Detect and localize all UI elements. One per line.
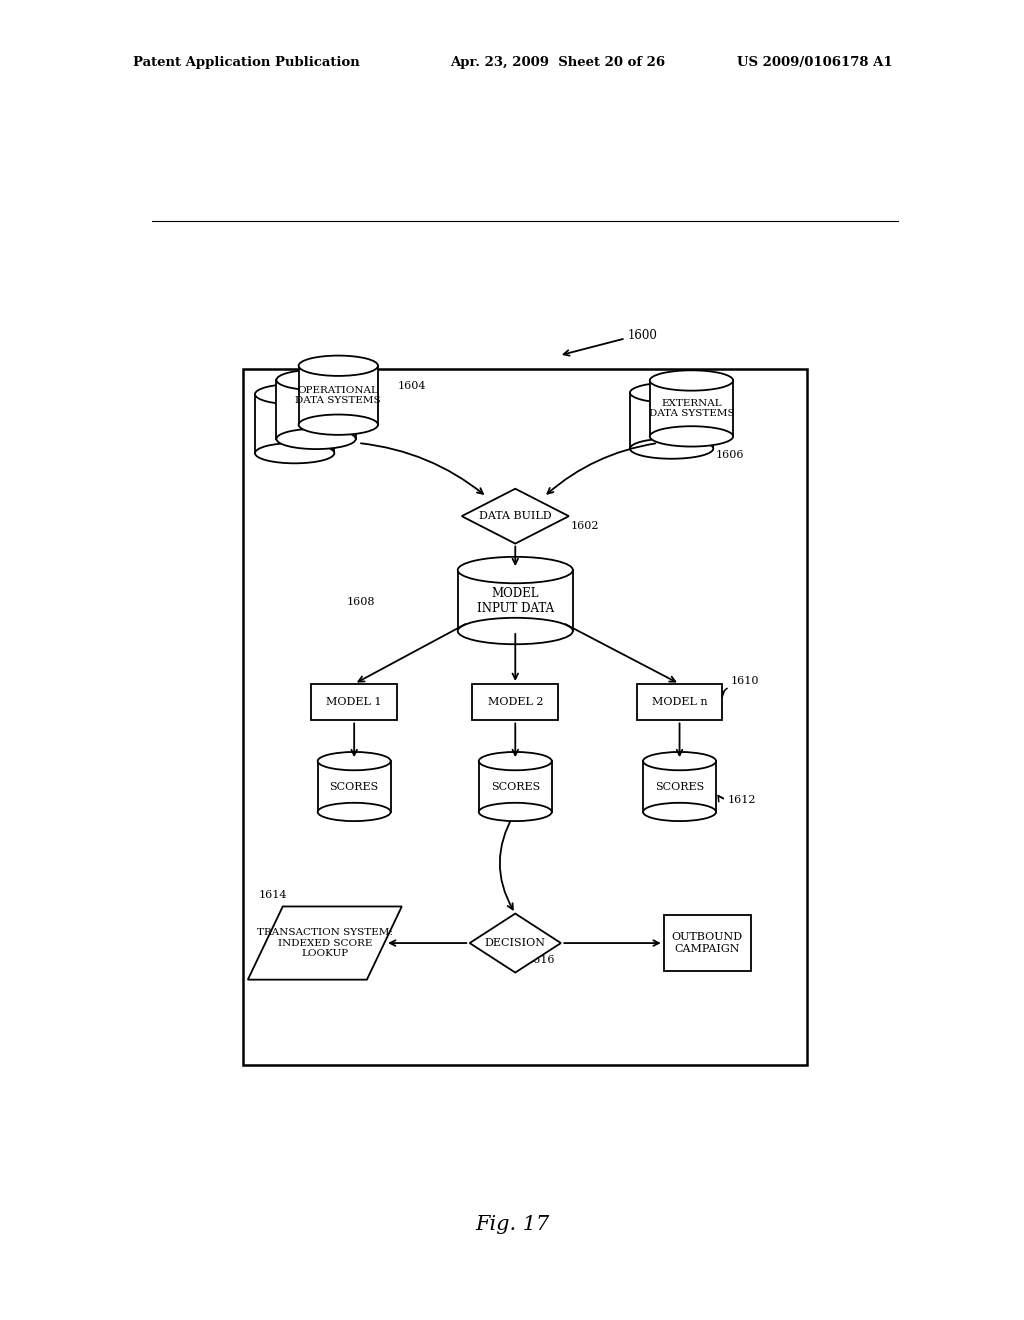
Ellipse shape: [458, 618, 572, 644]
Text: TRANSACTION SYSTEM:
INDEXED SCORE
LOOKUP: TRANSACTION SYSTEM: INDEXED SCORE LOOKUP: [257, 928, 393, 958]
Polygon shape: [462, 488, 569, 544]
Text: 1612: 1612: [727, 795, 756, 805]
Text: 1616: 1616: [526, 956, 555, 965]
Text: MODEL 1: MODEL 1: [327, 697, 382, 708]
Text: DATA BUILD: DATA BUILD: [479, 511, 552, 521]
Ellipse shape: [276, 370, 355, 391]
Bar: [317, 762, 391, 812]
Text: MODEL
INPUT DATA: MODEL INPUT DATA: [477, 586, 554, 615]
Bar: [630, 392, 714, 449]
Bar: [664, 915, 751, 972]
Text: EXTERNAL
DATA SYSTEMS: EXTERNAL DATA SYSTEMS: [648, 399, 734, 418]
Ellipse shape: [255, 384, 335, 404]
Ellipse shape: [255, 444, 335, 463]
Ellipse shape: [276, 429, 355, 449]
Text: SCORES: SCORES: [490, 781, 540, 792]
Text: 1610: 1610: [731, 676, 760, 686]
Ellipse shape: [479, 752, 552, 771]
Text: MODEL 2: MODEL 2: [487, 697, 543, 708]
Bar: [637, 684, 722, 721]
Text: Patent Application Publication: Patent Application Publication: [133, 55, 359, 69]
Text: US 2009/0106178 A1: US 2009/0106178 A1: [737, 55, 893, 69]
Bar: [458, 570, 572, 631]
Bar: [255, 395, 334, 453]
Text: MODEL n: MODEL n: [651, 697, 708, 708]
Ellipse shape: [650, 371, 733, 391]
Ellipse shape: [630, 438, 714, 459]
Text: Fig. 17: Fig. 17: [475, 1216, 549, 1234]
Text: 1608: 1608: [346, 597, 375, 607]
Text: OPERATIONAL
DATA SYSTEMS: OPERATIONAL DATA SYSTEMS: [296, 385, 381, 405]
Ellipse shape: [479, 803, 552, 821]
Text: Apr. 23, 2009  Sheet 20 of 26: Apr. 23, 2009 Sheet 20 of 26: [451, 55, 666, 69]
Polygon shape: [248, 907, 401, 979]
Ellipse shape: [630, 383, 714, 403]
Bar: [650, 380, 733, 437]
Bar: [311, 684, 397, 721]
Text: 1600: 1600: [628, 329, 657, 342]
Ellipse shape: [299, 414, 378, 434]
Bar: [472, 684, 558, 721]
Text: SCORES: SCORES: [330, 781, 379, 792]
Text: 1604: 1604: [397, 381, 426, 391]
Ellipse shape: [650, 426, 733, 446]
Bar: [299, 366, 378, 425]
Text: 1606: 1606: [715, 450, 743, 461]
Text: OUTBOUND
CAMPAIGN: OUTBOUND CAMPAIGN: [672, 932, 742, 954]
Text: DECISION: DECISION: [484, 939, 546, 948]
Polygon shape: [470, 913, 561, 973]
Ellipse shape: [317, 752, 391, 771]
Text: SCORES: SCORES: [655, 781, 705, 792]
Ellipse shape: [299, 355, 378, 376]
Ellipse shape: [317, 803, 391, 821]
Ellipse shape: [643, 803, 716, 821]
Bar: [643, 762, 716, 812]
Ellipse shape: [458, 557, 572, 583]
Text: 1602: 1602: [570, 521, 599, 532]
Bar: [276, 380, 355, 440]
Text: 1614: 1614: [259, 890, 288, 900]
Bar: [479, 762, 552, 812]
Ellipse shape: [643, 752, 716, 771]
